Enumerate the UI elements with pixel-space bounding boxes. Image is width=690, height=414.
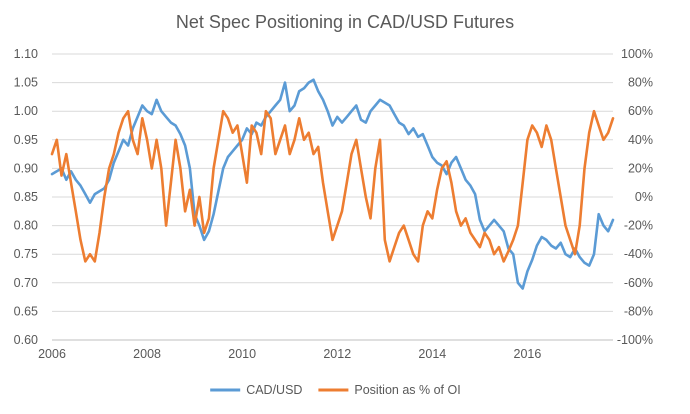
x-tick-label: 2016 [514, 347, 542, 361]
y2-tick-label: -20% [624, 219, 653, 233]
y2-tick-label: 80% [628, 76, 653, 90]
series-line-position-pct-oi [50, 109, 615, 263]
x-tick-label: 2006 [38, 347, 66, 361]
x-tick-label: 2012 [323, 347, 351, 361]
y-tick-label: 0.80 [14, 219, 38, 233]
chart-legend: CAD/USD Position as % of OI [210, 383, 461, 397]
series-line-cad-usd [50, 78, 615, 290]
chart-title: Net Spec Positioning in CAD/USD Futures [176, 12, 514, 32]
y2-tick-label: -40% [624, 247, 653, 261]
y2-tick-label: 20% [628, 161, 653, 175]
y2-tick-label: 0% [635, 190, 653, 204]
grid-layer [52, 53, 613, 312]
legend-label-cad-usd: CAD/USD [246, 383, 302, 397]
x-tick-label: 2008 [133, 347, 161, 361]
y2-tick-label: -60% [624, 276, 653, 290]
y-tick-label: 1.10 [14, 47, 38, 61]
y-tick-label: 0.95 [14, 133, 38, 147]
series-layer [50, 78, 615, 290]
y2-tick-label: 40% [628, 133, 653, 147]
y-tick-label: 0.75 [14, 247, 38, 261]
y-tick-label: 1.05 [14, 76, 38, 90]
y2-tick-label: -100% [617, 333, 653, 347]
y-tick-label: 0.60 [14, 333, 38, 347]
y2-tick-label: 100% [621, 47, 653, 61]
y-tick-label: 1.00 [14, 104, 38, 118]
x-tick-label: 2014 [418, 347, 446, 361]
legend-label-position-pct-oi: Position as % of OI [354, 383, 460, 397]
y2-tick-label: -80% [624, 304, 653, 318]
y-tick-label: 0.70 [14, 276, 38, 290]
y-tick-label: 0.85 [14, 190, 38, 204]
y2-tick-label: 60% [628, 104, 653, 118]
x-tick-label: 2010 [228, 347, 256, 361]
y-tick-label: 0.90 [14, 161, 38, 175]
axis-layer: 0.60 0.65 0.70 0.75 0.80 0.85 0.90 0.95 1.00 1.05… [14, 47, 653, 361]
y-tick-label: 0.65 [14, 304, 38, 318]
